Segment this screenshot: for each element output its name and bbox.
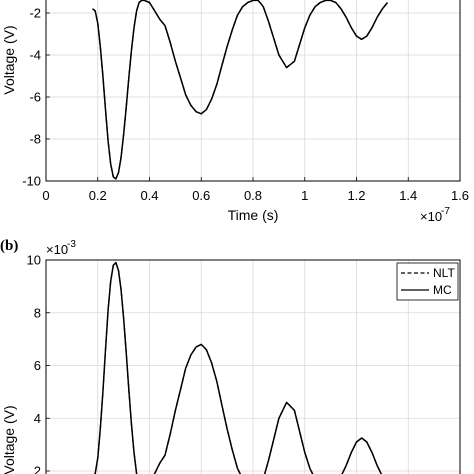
top-x-exponent: ×10 -7	[420, 206, 450, 224]
top-x-tick-label: 0.2	[89, 188, 107, 203]
bottom-y-tick-label: 4	[34, 411, 41, 426]
top-x-tick-label: 0.4	[140, 188, 158, 203]
top-x-tick-label: 1.2	[347, 188, 365, 203]
top-tick-labels: 0 0.2 0.4 0.6 0.8 1 1.2 1.4 1.6 -10 -8 -6 -4 -2	[22, 6, 469, 204]
legend: NLT MC	[396, 262, 459, 301]
top-x-exponent-base: ×10	[420, 209, 442, 224]
top-series-line-2	[92, 0, 389, 180]
bottom-y-tick-label: 2	[34, 464, 41, 474]
top-x-axis-title: Time (s)	[228, 207, 279, 223]
bottom-series-layer	[93, 261, 383, 474]
top-x-tick-label: 1	[301, 188, 308, 203]
bottom-y-exponent-power: -3	[67, 239, 76, 250]
bottom-axes-box	[45, 259, 461, 474]
bottom-y-tick-label: 8	[34, 305, 41, 320]
top-y-tick-label: -8	[29, 132, 41, 147]
top-y-tick-label: -10	[22, 174, 41, 189]
bottom-y-tick-label: 10	[27, 253, 41, 268]
bottom-panel: (b) ×10 -3 2 4 6 8 10 Voltage (V) NLT MC	[0, 238, 461, 474]
top-tick-marks	[45, 12, 461, 182]
top-x-tick-label: 0.8	[244, 188, 262, 203]
legend-label-nlt: NLT	[433, 266, 455, 280]
bottom-series-mc	[93, 261, 383, 474]
bottom-y-exponent-base: ×10	[46, 242, 68, 257]
panel-label-b: (b)	[0, 238, 18, 254]
top-y-tick-label: -4	[29, 48, 41, 63]
top-x-tick-label: 1.4	[399, 188, 417, 203]
bottom-y-axis-title: Voltage (V)	[1, 405, 17, 474]
top-x-tick-label: 0.6	[192, 188, 210, 203]
legend-box	[396, 262, 459, 301]
top-x-tick-label: 1.6	[451, 188, 469, 203]
top-x-tick-label: 0	[42, 188, 49, 203]
bottom-tick-labels: 2 4 6 8 10	[27, 253, 41, 474]
bottom-y-exponent: ×10 -3	[46, 239, 76, 257]
top-y-axis-title: Voltage (V)	[1, 25, 17, 94]
bottom-y-tick-label: 6	[34, 358, 41, 373]
bottom-tick-marks	[46, 259, 50, 472]
legend-label-mc: MC	[433, 283, 452, 297]
top-y-tick-label: -2	[29, 6, 41, 21]
top-series-layer	[92, 0, 389, 180]
top-panel: 0 0.2 0.4 0.6 0.8 1 1.2 1.4 1.6 -10 -8 -6 -4 -2 Time …	[1, 0, 469, 224]
top-y-tick-label: -6	[29, 90, 41, 105]
top-x-exponent-power: -7	[441, 206, 450, 217]
